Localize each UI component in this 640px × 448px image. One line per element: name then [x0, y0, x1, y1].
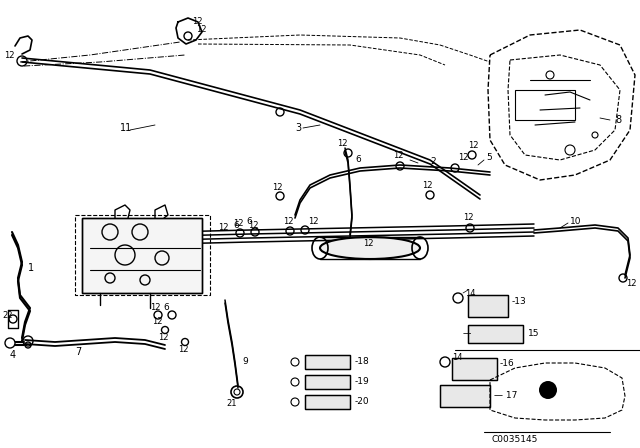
Text: 6: 6 [163, 303, 169, 313]
Bar [440, 385, 490, 407]
Ellipse shape [320, 237, 420, 259]
Text: 12: 12 [463, 214, 474, 223]
Text: 12: 12 [150, 303, 161, 313]
Bar [82, 218, 202, 293]
Text: 1: 1 [28, 263, 34, 273]
Bar [305, 395, 350, 409]
Text: 15: 15 [528, 329, 540, 339]
Text: 12: 12 [308, 216, 319, 225]
Text: -19: -19 [355, 378, 370, 387]
Text: 12: 12 [468, 141, 479, 150]
Text: -20: -20 [355, 397, 370, 406]
Text: 7: 7 [75, 347, 81, 357]
Text: 5: 5 [486, 154, 492, 163]
Text: 12: 12 [458, 154, 468, 163]
Text: 12: 12 [178, 345, 189, 354]
Bar [468, 295, 508, 317]
Text: -18: -18 [355, 358, 370, 366]
Text: 12: 12 [192, 17, 202, 26]
Bar [452, 358, 497, 380]
Circle shape [539, 381, 557, 399]
Text: 6: 6 [246, 217, 252, 227]
Bar [468, 325, 523, 343]
Circle shape [5, 338, 15, 348]
Text: 10: 10 [570, 217, 582, 227]
Text: 12: 12 [337, 138, 348, 147]
Bar [305, 355, 350, 369]
Text: 4: 4 [10, 350, 16, 360]
Bar [82, 218, 202, 293]
Bar [440, 385, 490, 407]
Bar [305, 395, 350, 409]
Text: 12: 12 [272, 182, 282, 191]
Text: 12: 12 [233, 219, 243, 228]
Text: -13: -13 [512, 297, 527, 306]
Text: 12: 12 [363, 238, 373, 247]
Text: —: — [463, 329, 472, 339]
Text: 9: 9 [242, 358, 248, 366]
Text: 14: 14 [452, 353, 463, 362]
Bar [305, 375, 350, 389]
Text: 8: 8 [615, 115, 621, 125]
Bar [515, 90, 575, 120]
Text: 12: 12 [626, 280, 637, 289]
Text: 12: 12 [248, 221, 259, 231]
Bar [468, 295, 508, 317]
Text: 11: 11 [120, 123, 132, 133]
Bar [452, 358, 497, 380]
Text: 14: 14 [465, 289, 476, 297]
Text: 12: 12 [393, 151, 403, 159]
Text: 2: 2 [430, 158, 436, 167]
Text: 3: 3 [295, 123, 301, 133]
Text: 6: 6 [233, 221, 239, 231]
Text: 21: 21 [226, 399, 237, 408]
Text: 12: 12 [196, 26, 207, 34]
Text: 12: 12 [218, 224, 228, 233]
Text: 22: 22 [2, 311, 13, 320]
Text: — 17: — 17 [494, 392, 517, 401]
Text: C0035145: C0035145 [492, 435, 538, 444]
Text: 6: 6 [355, 155, 361, 164]
Text: -16: -16 [500, 359, 515, 369]
Bar [305, 355, 350, 369]
Text: 12: 12 [422, 181, 433, 190]
Bar [468, 325, 523, 343]
Text: 12: 12 [158, 332, 168, 341]
Text: 12: 12 [4, 52, 15, 60]
Text: 12: 12 [283, 216, 294, 225]
Text: 12: 12 [152, 318, 163, 327]
Bar [305, 375, 350, 389]
